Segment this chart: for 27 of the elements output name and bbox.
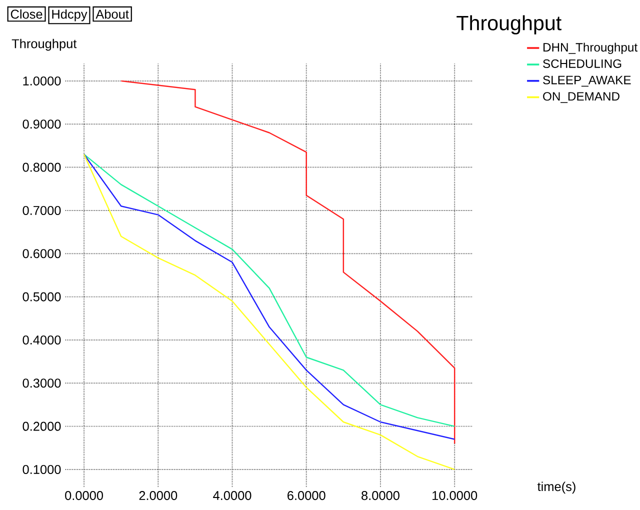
y-tick-label: 0.3000 [22, 378, 61, 388]
legend-label: SLEEP_AWAKE [543, 76, 631, 86]
y-tick-label: 0.5000 [22, 292, 61, 302]
x-tick-label: 10.0000 [432, 490, 478, 500]
legend-label: DHN_Throughput [543, 42, 638, 54]
legend-label: ON_DEMAND [543, 92, 620, 103]
y-tick-label: 1.0000 [23, 76, 61, 86]
y-tick-label: 0.8000 [22, 162, 61, 172]
legend-label: SCHEDULING [543, 59, 622, 68]
y-tick-label: 0.7000 [22, 206, 61, 215]
line-series [120, 80, 456, 444]
x-tick-label: 2.0000 [139, 490, 178, 500]
chart-title: Throughput [456, 15, 562, 34]
y-tick-label: 0.2000 [22, 422, 61, 431]
y-tick-label: 0.1000 [22, 464, 61, 474]
x-axis-title: time(s) [537, 482, 576, 494]
y-tick-label: 0.6000 [22, 248, 61, 258]
y-axis-title: Throughput [12, 38, 77, 51]
x-tick-label: 6.0000 [288, 490, 326, 500]
x-tick-label: 8.0000 [362, 490, 400, 500]
y-tick-label: 0.4000 [22, 335, 61, 344]
text: About [96, 9, 129, 18]
text: Close [10, 9, 42, 18]
y-tick-label: 0.9000 [22, 119, 61, 128]
text: Hdcpy [52, 9, 88, 22]
x-tick-label: 4.0000 [213, 490, 252, 500]
x-tick-label: 0.0000 [65, 490, 104, 500]
